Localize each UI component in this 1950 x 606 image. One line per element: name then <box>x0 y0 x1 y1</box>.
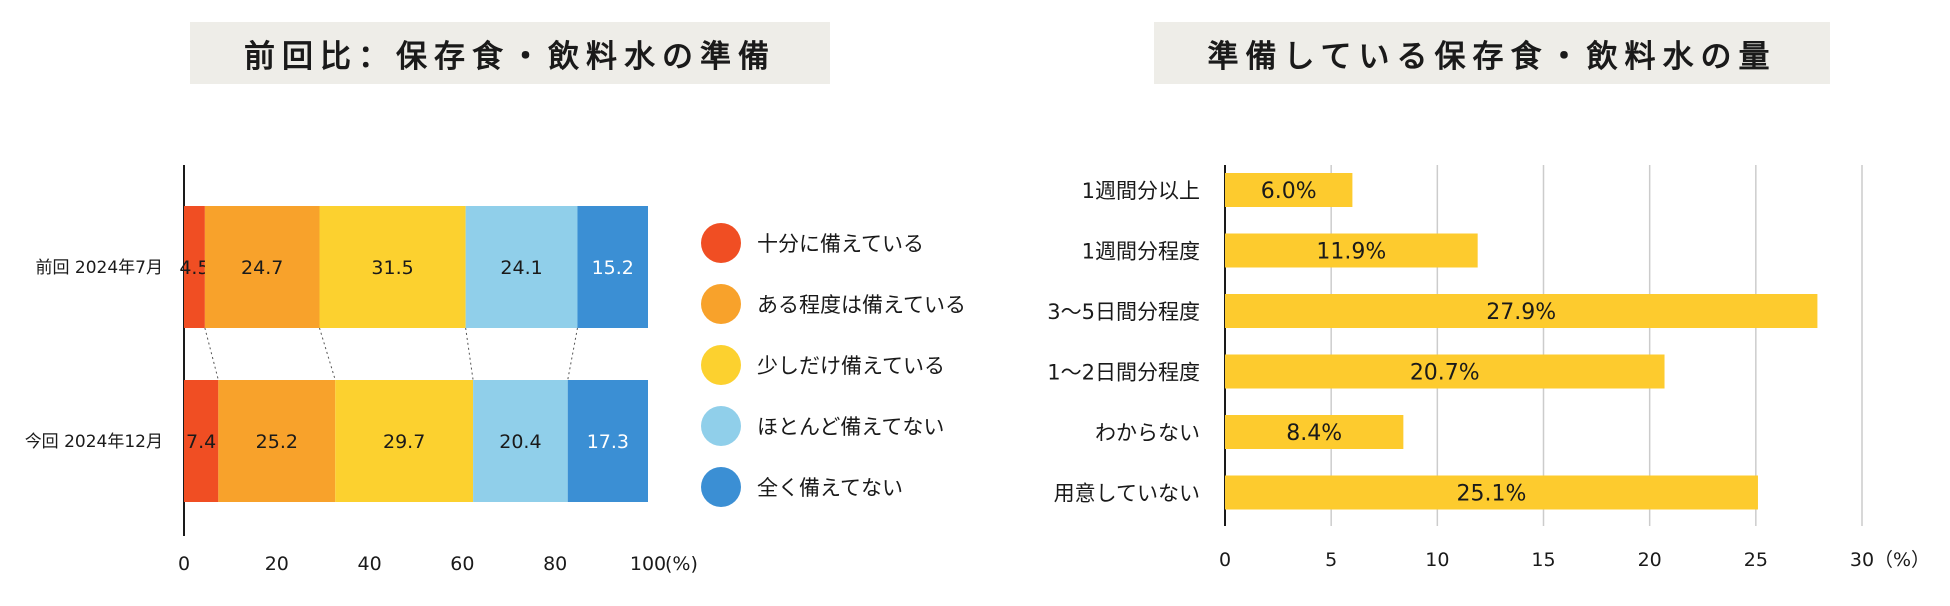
bar-value-label: 20.7% <box>1410 361 1480 386</box>
category-label: 3〜5日間分程度 <box>1047 300 1200 324</box>
x-tick-label: 10 <box>1425 549 1449 571</box>
legend-label: 全く備えてない <box>757 476 903 500</box>
segment-value-label: 29.7 <box>383 431 425 453</box>
stacked-bar-segment <box>218 380 336 502</box>
bar-value-label: 11.9% <box>1316 240 1386 265</box>
category-label: 1〜2日間分程度 <box>1047 361 1200 385</box>
stacked-bar-segment <box>335 380 474 502</box>
connector-line <box>204 327 219 381</box>
stacked-bar-segment <box>184 206 205 328</box>
bar <box>1225 233 1478 268</box>
x-unit-label: （%） <box>1874 549 1930 571</box>
x-tick-label: 100 <box>630 553 666 575</box>
bar-value-label: 25.1% <box>1457 482 1527 507</box>
bar <box>1225 354 1665 389</box>
bar <box>1225 294 1818 328</box>
segment-value-label: 7.4 <box>186 431 216 453</box>
x-unit-label: (%) <box>665 553 698 575</box>
bar-value-label: 27.9% <box>1486 300 1556 325</box>
segment-value-label: 15.2 <box>592 257 634 279</box>
stacked-bar-segment <box>184 380 219 502</box>
connector-line <box>567 327 578 381</box>
stacked-bar-segment <box>465 206 578 328</box>
stacked-bar-segment <box>473 380 568 502</box>
x-tick-label: 60 <box>450 553 474 575</box>
x-tick-label: 25 <box>1744 549 1768 571</box>
legend-swatch <box>701 406 741 446</box>
category-label: 用意していない <box>1054 482 1200 506</box>
category-label: 1週間分程度 <box>1082 240 1200 264</box>
segment-value-label: 24.1 <box>500 257 542 279</box>
legend-swatch <box>701 345 741 385</box>
x-tick-label: 20 <box>265 553 289 575</box>
category-label: 1週間分以上 <box>1082 179 1200 203</box>
segment-value-label: 25.2 <box>256 431 298 453</box>
stacked-bar-segment <box>567 380 648 502</box>
segment-value-label: 24.7 <box>241 257 283 279</box>
category-label: わからない <box>1095 421 1200 445</box>
row-label: 前回 2024年7月 <box>36 258 163 278</box>
right-chart-title: 準備している保存食・飲料水の量 <box>1154 22 1830 84</box>
x-tick-label: 5 <box>1325 549 1337 571</box>
x-tick-label: 0 <box>1219 549 1231 571</box>
stacked-bar-segment <box>204 206 320 328</box>
left-chart-title: 前回比：保存食・飲料水の準備 <box>190 22 830 84</box>
x-tick-label: 15 <box>1531 549 1555 571</box>
bar <box>1225 173 1353 207</box>
segment-value-label: 20.4 <box>499 431 541 453</box>
x-tick-label: 30 <box>1850 549 1874 571</box>
segment-value-label: 17.3 <box>587 431 629 453</box>
bar <box>1225 415 1404 449</box>
x-tick-label: 20 <box>1638 549 1662 571</box>
x-tick-label: 0 <box>178 553 190 575</box>
stacked-bar-segment <box>577 206 648 328</box>
x-tick-label: 80 <box>543 553 567 575</box>
segment-value-label: 31.5 <box>371 257 413 279</box>
legend-label: ほとんど備えてない <box>757 415 944 439</box>
bar-value-label: 6.0% <box>1261 179 1317 204</box>
x-tick-label: 40 <box>358 553 382 575</box>
connector-line <box>465 327 474 381</box>
legend-label: 十分に備えている <box>757 232 924 256</box>
legend-swatch <box>701 467 741 507</box>
connector-line <box>319 327 336 381</box>
legend-label: ある程度は備えている <box>757 293 966 317</box>
legend-swatch <box>701 284 741 324</box>
legend-swatch <box>701 223 741 263</box>
row-label: 今回 2024年12月 <box>25 432 163 452</box>
stacked-bar-segment <box>319 206 466 328</box>
legend-label: 少しだけ備えている <box>757 354 945 378</box>
bar-value-label: 8.4% <box>1286 421 1342 446</box>
segment-value-label: 4.5 <box>179 257 209 279</box>
bar <box>1225 475 1758 510</box>
